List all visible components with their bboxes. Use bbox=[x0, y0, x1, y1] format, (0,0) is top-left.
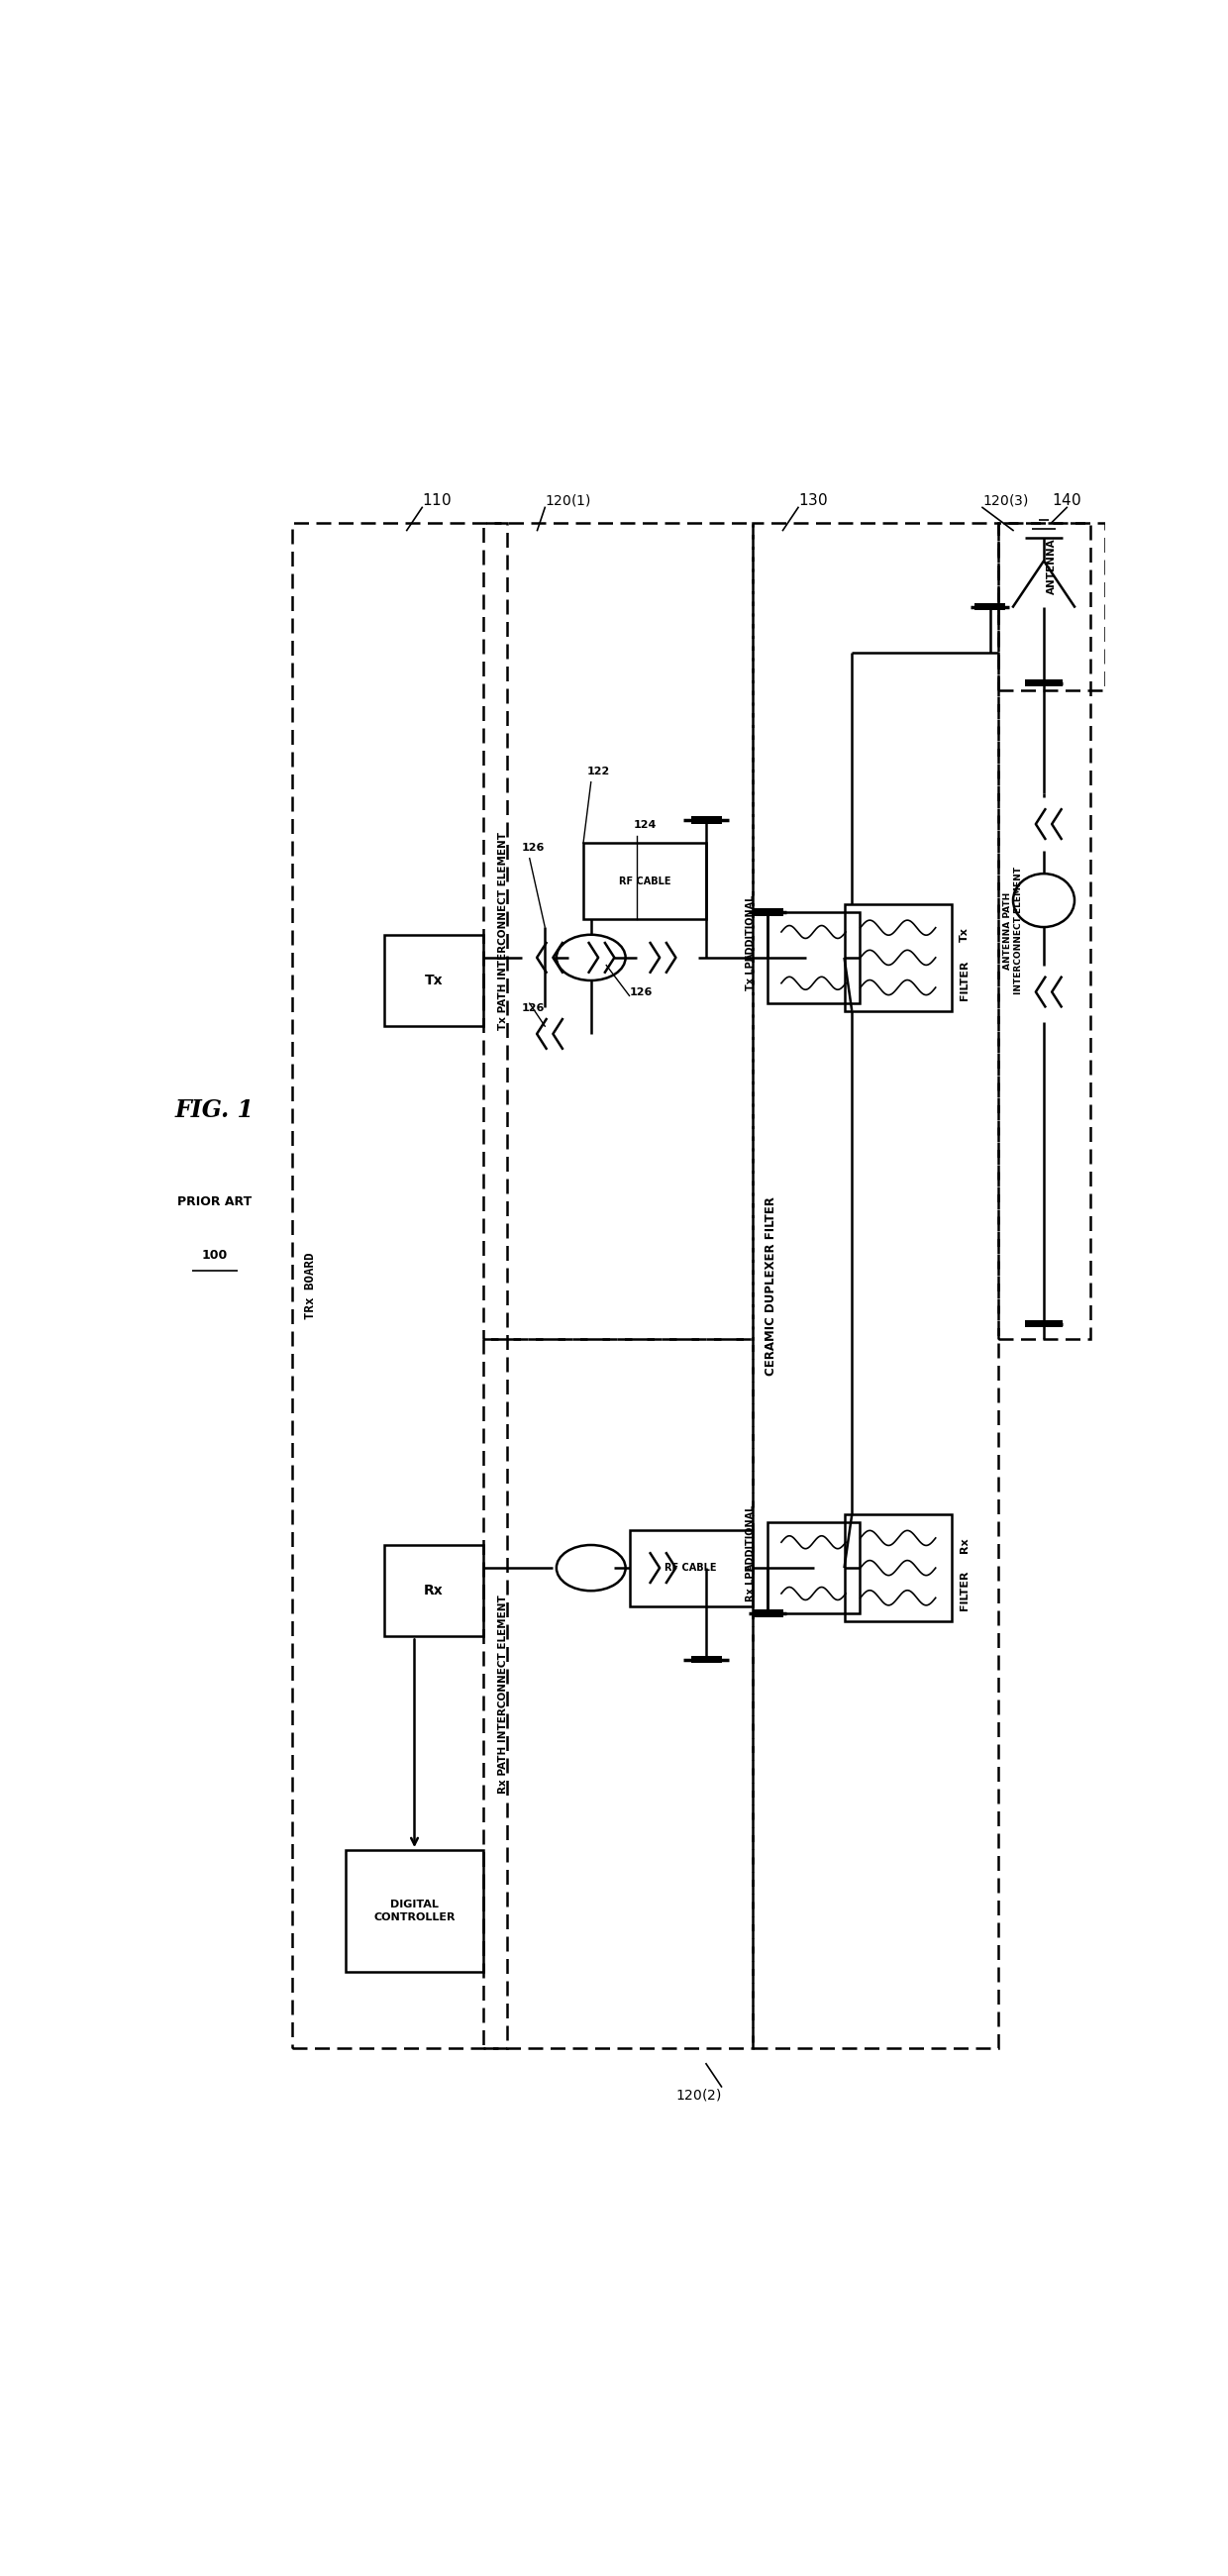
Polygon shape bbox=[1024, 1319, 1063, 1327]
Polygon shape bbox=[975, 603, 1006, 611]
Text: FIG. 1: FIG. 1 bbox=[176, 1097, 254, 1123]
Text: Rx: Rx bbox=[959, 1538, 969, 1553]
Text: $\mathsf{120(1)}$: $\mathsf{120(1)}$ bbox=[545, 492, 592, 507]
Text: ANTENNA PATH
INTERCONNECT ELEMENT: ANTENNA PATH INTERCONNECT ELEMENT bbox=[1003, 868, 1023, 994]
Text: 124: 124 bbox=[634, 819, 656, 829]
Text: Tx LPF: Tx LPF bbox=[747, 956, 756, 992]
Text: Tx PATH INTERCONNECT ELEMENT: Tx PATH INTERCONNECT ELEMENT bbox=[497, 832, 507, 1030]
Polygon shape bbox=[690, 817, 722, 824]
Text: 126: 126 bbox=[522, 842, 545, 853]
Text: FILTER: FILTER bbox=[959, 1571, 969, 1610]
Polygon shape bbox=[1024, 680, 1063, 688]
Text: ADDITIONAL: ADDITIONAL bbox=[747, 894, 756, 961]
Text: $\mathsf{120(2)}$: $\mathsf{120(2)}$ bbox=[675, 2087, 722, 2102]
Text: DIGITAL
CONTROLLER: DIGITAL CONTROLLER bbox=[373, 1899, 456, 1922]
Text: TRx BOARD: TRx BOARD bbox=[305, 1252, 317, 1319]
Text: Rx PATH INTERCONNECT ELEMENT: Rx PATH INTERCONNECT ELEMENT bbox=[497, 1595, 507, 1793]
Text: $\mathsf{130}$: $\mathsf{130}$ bbox=[798, 492, 828, 507]
Text: RF CABLE: RF CABLE bbox=[664, 1564, 717, 1574]
Text: 122: 122 bbox=[587, 768, 610, 775]
Text: 126: 126 bbox=[629, 987, 652, 997]
Text: CERAMIC DUPLEXER FILTER: CERAMIC DUPLEXER FILTER bbox=[765, 1195, 777, 1376]
Text: 100: 100 bbox=[201, 1249, 228, 1262]
Text: $\mathsf{140}$: $\mathsf{140}$ bbox=[1052, 492, 1082, 507]
Text: PRIOR ART: PRIOR ART bbox=[178, 1195, 252, 1208]
Text: Tx: Tx bbox=[425, 974, 443, 987]
Text: ANTENNA: ANTENNA bbox=[1046, 538, 1056, 595]
Text: Rx LPF: Rx LPF bbox=[747, 1564, 756, 1602]
Text: 126: 126 bbox=[522, 1002, 545, 1012]
Text: $\mathsf{110}$: $\mathsf{110}$ bbox=[422, 492, 452, 507]
Polygon shape bbox=[752, 1610, 783, 1618]
Text: Rx: Rx bbox=[424, 1584, 443, 1597]
Text: $\mathsf{120(3)}$: $\mathsf{120(3)}$ bbox=[982, 492, 1029, 507]
Polygon shape bbox=[690, 1656, 722, 1664]
Polygon shape bbox=[752, 907, 783, 914]
Text: ADDITIONAL: ADDITIONAL bbox=[747, 1504, 756, 1571]
Text: Tx: Tx bbox=[959, 927, 969, 943]
Text: RF CABLE: RF CABLE bbox=[619, 876, 670, 886]
Text: FILTER: FILTER bbox=[959, 961, 969, 999]
